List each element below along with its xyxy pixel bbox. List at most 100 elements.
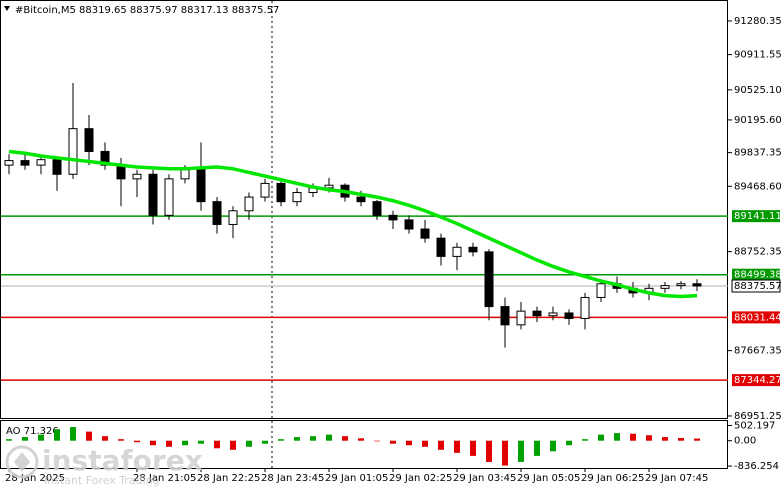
ao-bar — [246, 440, 252, 447]
x-tick-label: 28 Jan 2025 — [5, 473, 65, 484]
candle-body — [132, 173, 142, 180]
current-price-label: 88375.57 — [734, 281, 781, 292]
candle-body — [372, 201, 382, 216]
candle-body — [500, 306, 510, 326]
y-tick-label: 89468.60 — [734, 181, 781, 192]
candle-body — [388, 214, 398, 221]
x-tick-label: 29 Jan 01:05 — [325, 473, 388, 484]
ao-bar — [150, 440, 156, 446]
candle-body — [276, 182, 286, 203]
candle-body — [452, 246, 462, 257]
ao-bar — [166, 440, 172, 447]
ao-bar — [630, 433, 636, 441]
x-tick-label: 29 Jan 06:25 — [581, 473, 644, 484]
level-label: 87344.27 — [734, 375, 781, 386]
ao-bar — [614, 433, 620, 441]
level-label: 88499.38 — [734, 270, 781, 281]
level-label-box — [732, 210, 780, 223]
candle-body — [212, 201, 222, 225]
ao-bar — [358, 438, 364, 441]
ao-bar — [294, 437, 300, 441]
level-label-box — [732, 311, 780, 324]
candle-body — [68, 128, 78, 175]
ao-title: AO 71.326 — [6, 426, 59, 437]
level-label: 89141.11 — [734, 211, 781, 222]
candle-body — [468, 246, 478, 253]
ao-bar — [134, 440, 140, 443]
ao-tick-label: 0.00 — [734, 436, 756, 447]
ao-bar — [198, 440, 204, 444]
y-tick-label: 86951.25 — [734, 411, 781, 422]
ao-bar — [438, 440, 444, 450]
ao-bar — [54, 429, 60, 441]
ao-bar — [6, 439, 12, 441]
ao-bar — [694, 438, 700, 441]
candle-body — [420, 228, 430, 239]
ao-bar — [70, 427, 76, 441]
x-tick-label: 28 Jan 21:05 — [133, 473, 196, 484]
candle-body — [292, 192, 302, 203]
x-tick-label: 29 Jan 03:45 — [453, 473, 516, 484]
x-tick-label: 29 Jan 05:05 — [517, 473, 580, 484]
ao-bar — [678, 437, 684, 441]
ao-bar — [582, 439, 588, 441]
ao-bar — [38, 434, 44, 441]
candle-body — [356, 196, 366, 203]
ao-bar — [278, 439, 284, 441]
ao-bar — [118, 439, 124, 441]
ao-bar — [102, 436, 108, 441]
candle-body — [148, 173, 158, 216]
candle-body — [564, 312, 574, 319]
watermark-icon — [14, 452, 30, 472]
candle-body — [180, 169, 190, 180]
ao-bar — [182, 440, 188, 446]
ao-tick-label: -836.254 — [734, 461, 779, 472]
x-tick-label: 29 Jan 02:25 — [389, 473, 452, 484]
watermark: instaforex Instant Forex Trading — [5, 444, 203, 487]
ao-bar — [502, 440, 508, 466]
candle-body — [196, 169, 206, 203]
ao-bar — [486, 440, 492, 462]
ao-bar — [230, 440, 236, 450]
ao-bar — [310, 436, 316, 441]
price-panel — [0, 0, 728, 419]
level-label-box — [732, 374, 780, 387]
ao-bar — [390, 440, 396, 444]
candle-body — [84, 128, 94, 152]
candle-body — [532, 310, 542, 317]
level-label-box — [732, 268, 780, 281]
title-arrow — [4, 6, 10, 11]
ao-bar — [422, 440, 428, 447]
candle-body — [516, 310, 526, 326]
ao-bar — [662, 437, 668, 441]
ao-bar — [534, 440, 540, 456]
candle-body — [676, 283, 686, 287]
candle-body — [580, 296, 590, 319]
x-tick-label: 28 Jan 22:25 — [197, 473, 260, 484]
ao-bar — [454, 440, 460, 453]
candle-body — [484, 251, 494, 308]
x-tick-label: 28 Jan 23:45 — [261, 473, 324, 484]
candle-body — [228, 210, 238, 225]
candle-body — [548, 312, 558, 317]
candle-body — [164, 178, 174, 216]
ao-bar — [342, 436, 348, 441]
y-tick-label: 89837.35 — [734, 148, 781, 159]
ao-panel — [0, 420, 728, 469]
candle-body — [660, 285, 670, 289]
candle-body — [692, 283, 702, 287]
ao-bar — [374, 440, 380, 442]
candle-body — [436, 237, 446, 257]
y-tick-label: 90911.55 — [734, 50, 781, 61]
ao-bar — [550, 440, 556, 452]
y-tick-label: 90195.60 — [734, 115, 781, 126]
ao-bar — [22, 437, 28, 441]
y-tick-label: 90525.10 — [734, 85, 781, 96]
candle-body — [260, 182, 270, 198]
ao-tick-label: 502.197 — [734, 420, 775, 431]
ao-bar — [326, 434, 332, 441]
candle-body — [404, 219, 414, 230]
candle-body — [100, 150, 110, 166]
ao-bar — [214, 440, 220, 449]
